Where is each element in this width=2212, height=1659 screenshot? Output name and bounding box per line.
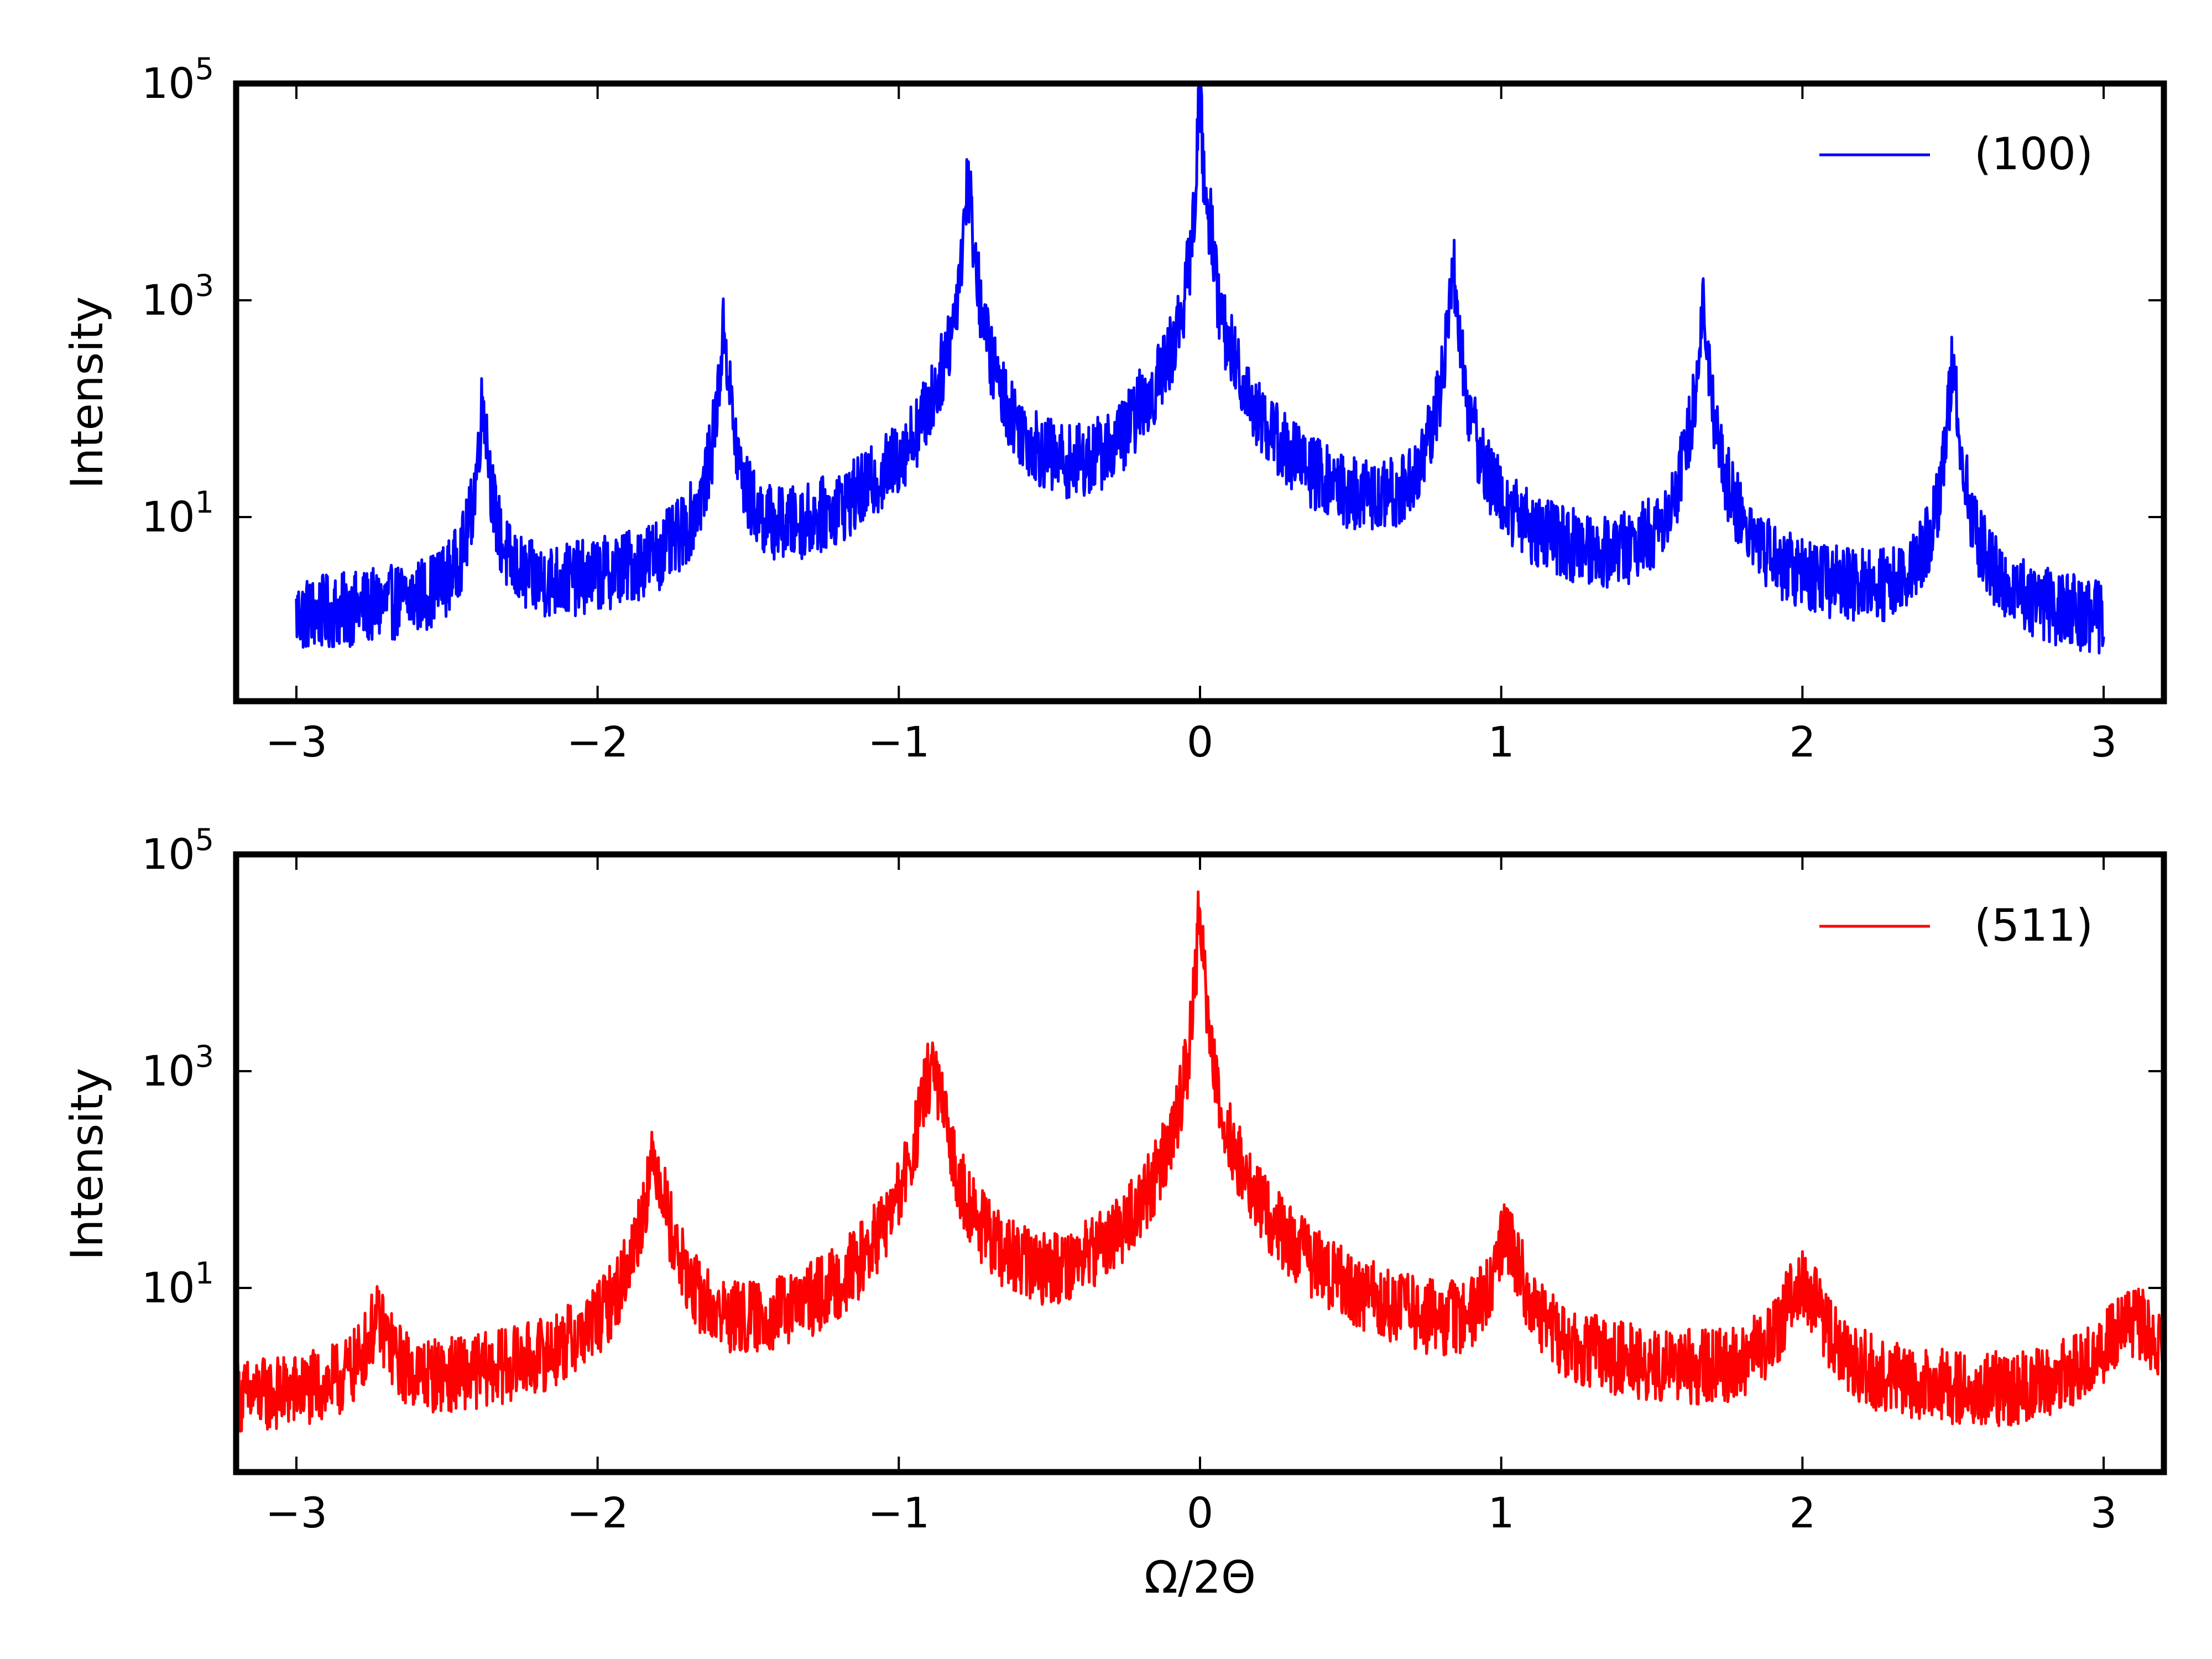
x-tick-label: −3 [265,1488,327,1537]
x-tick-label: −2 [567,1488,629,1537]
x-tick-label: 3 [2090,1488,2117,1537]
top-panel-y-axis-label: Intensity [61,296,113,489]
x-tick-label: 2 [1789,717,1815,766]
bottom-panel-y-axis-label: Intensity [61,1068,113,1260]
y-tick-label: 105 [142,51,214,108]
legend-label-511: (511) [1974,900,2093,951]
top-panel: −3 −2 −1 0 1 2 3 101 103 105 Intensity (100) [61,51,2167,766]
bottom-panel-x-axis-label: Ω/2Θ [1144,1552,1256,1603]
x-tick-label: 0 [1187,1488,1213,1537]
bottom-panel-frame [233,851,2167,1475]
top-panel-tick-labels: −3 −2 −1 0 1 2 3 101 103 105 [142,51,2117,766]
y-tick-label: 103 [142,268,214,325]
series-line-100 [295,84,2105,655]
bottom-panel-legend: (511) [1819,900,2093,951]
y-tick-label: 101 [142,485,214,541]
x-tick-label: 1 [1488,717,1515,766]
top-panel-legend: (100) [1819,128,2093,180]
x-tick-label: 1 [1488,1488,1515,1537]
legend-label-100: (100) [1974,128,2093,180]
x-tick-label: −2 [567,717,629,766]
x-tick-label: −3 [265,717,327,766]
x-tick-label: 2 [1789,1488,1815,1537]
bottom-panel: −3 −2 −1 0 1 2 3 101 103 105 Intensity Ω/2Θ (511) [61,822,2167,1603]
bottom-panel-tick-labels: −3 −2 −1 0 1 2 3 101 103 105 [142,822,2117,1537]
y-tick-label: 103 [142,1039,214,1095]
x-tick-label: −1 [868,717,930,766]
y-tick-label: 105 [142,822,214,879]
y-tick-label: 101 [142,1256,214,1312]
series-line-511 [236,890,2164,1436]
x-tick-label: 0 [1187,717,1213,766]
x-tick-label: −1 [868,1488,930,1537]
top-panel-frame [233,80,2167,705]
x-tick-label: 3 [2090,717,2117,766]
